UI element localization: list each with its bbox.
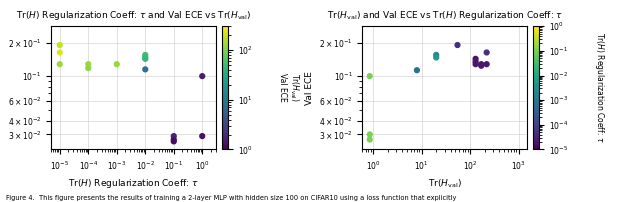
- Point: [481, 63, 492, 66]
- Point: [140, 68, 150, 71]
- Point: [83, 66, 93, 70]
- Point: [476, 64, 486, 67]
- Point: [54, 43, 65, 47]
- Title: Tr($H$) Regularization Coeff: $\tau$ and Val ECE vs Tr($H_{\mathrm{val}}$): Tr($H$) Regularization Coeff: $\tau$ and…: [16, 9, 252, 22]
- Point: [476, 63, 486, 66]
- Y-axis label: Tr($H$) Regularization Coeff: $\tau$: Tr($H$) Regularization Coeff: $\tau$: [593, 32, 606, 143]
- Point: [412, 69, 422, 72]
- Point: [168, 138, 179, 141]
- Point: [470, 63, 481, 66]
- Point: [140, 53, 150, 57]
- Point: [111, 63, 122, 66]
- Point: [452, 43, 463, 47]
- Point: [140, 56, 150, 59]
- Point: [365, 133, 375, 136]
- Y-axis label: Val ECE: Val ECE: [305, 71, 314, 105]
- Point: [470, 57, 481, 60]
- Point: [54, 63, 65, 66]
- Point: [481, 51, 492, 54]
- Point: [197, 135, 207, 138]
- Title: Tr($H_{\mathrm{val}}$) and Val ECE vs Tr($H$) Regularization Coeff: $\tau$: Tr($H_{\mathrm{val}}$) and Val ECE vs Tr…: [326, 9, 563, 22]
- Point: [365, 138, 375, 141]
- Point: [431, 56, 442, 59]
- Point: [431, 53, 442, 57]
- Text: Figure 4.  This figure presents the results of training a 2-layer MLP with hidde: Figure 4. This figure presents the resul…: [6, 195, 457, 201]
- X-axis label: Tr($H$) Regularization Coeff: $\tau$: Tr($H$) Regularization Coeff: $\tau$: [68, 177, 199, 190]
- Point: [83, 63, 93, 66]
- X-axis label: Tr($H_{\mathrm{val}}$): Tr($H_{\mathrm{val}}$): [428, 177, 461, 190]
- Y-axis label: Tr($H_{\mathrm{val}}$)
Val ECE: Tr($H_{\mathrm{val}}$) Val ECE: [278, 73, 301, 102]
- Point: [140, 57, 150, 60]
- Point: [470, 60, 481, 63]
- Point: [168, 135, 179, 138]
- Y-axis label: Val ECE: Val ECE: [0, 71, 3, 105]
- Point: [365, 75, 375, 78]
- Point: [54, 51, 65, 54]
- Point: [168, 140, 179, 143]
- Point: [197, 75, 207, 78]
